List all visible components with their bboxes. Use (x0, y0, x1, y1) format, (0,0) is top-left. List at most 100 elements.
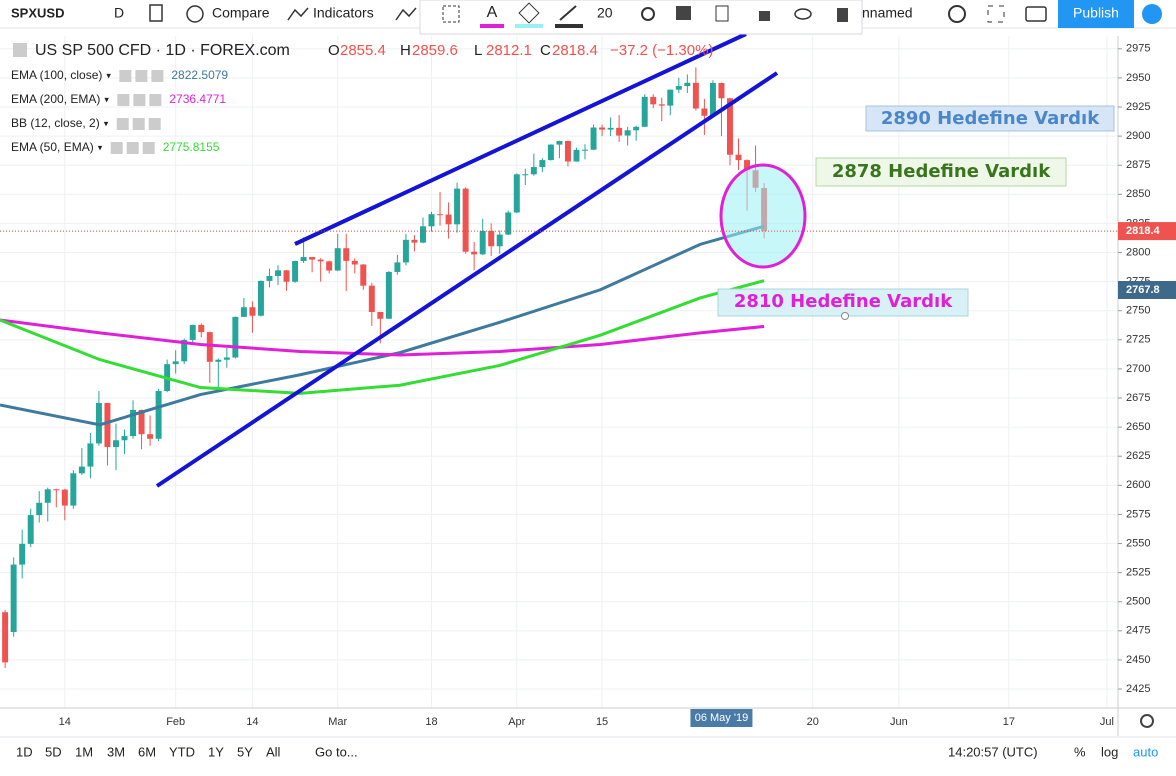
legend-entry[interactable]: EMA (50, EMA) (11, 140, 94, 154)
percent-toggle[interactable]: % (1074, 744, 1086, 759)
visual-order-icon[interactable] (676, 6, 691, 20)
candle-body (275, 270, 281, 277)
legend-caret: ▾ (104, 94, 109, 104)
legend-button[interactable] (142, 142, 155, 154)
expand-button[interactable] (1142, 4, 1162, 24)
line-color-swatch[interactable] (555, 24, 583, 28)
snapshot-button[interactable] (1025, 6, 1047, 22)
candle-body (368, 285, 375, 312)
candle-body (300, 257, 307, 262)
legend-entry[interactable]: BB (12, close, 2) (11, 116, 100, 130)
legend-button[interactable] (151, 70, 164, 82)
range-button[interactable]: 5D (45, 744, 62, 759)
legend-button[interactable] (116, 118, 129, 130)
ohlc-value: 2818.4 (552, 42, 598, 59)
legend-button[interactable] (126, 142, 139, 154)
interval[interactable]: D (114, 5, 124, 21)
range-button[interactable]: 1M (75, 744, 93, 759)
candle-body (2, 612, 9, 663)
candle-body (684, 82, 691, 87)
goto[interactable]: Go to... (315, 744, 358, 759)
candle-body (27, 515, 34, 544)
candle-body (394, 262, 401, 272)
x-tick-label: Jun (890, 716, 908, 728)
line-color-icon[interactable] (559, 5, 577, 21)
y-tick-label: 2950 (1126, 72, 1150, 84)
x-tick-label: 17 (1003, 716, 1015, 728)
fullscreen-button[interactable] (987, 5, 1005, 23)
trend-line (155, 71, 779, 488)
y-tick-label: 2900 (1126, 130, 1150, 142)
chart-type-icon[interactable] (149, 4, 163, 22)
compare[interactable]: Compare (212, 5, 270, 21)
candle-body (36, 502, 43, 516)
legend-button[interactable] (133, 94, 146, 106)
text-color-icon[interactable]: A (487, 4, 498, 21)
range-button[interactable]: 3M (107, 744, 125, 759)
ohlc-key: L (474, 42, 482, 59)
visibility-icon[interactable] (794, 8, 812, 20)
indicators[interactable]: Indicators (313, 5, 374, 21)
layout-name[interactable]: nnamed (862, 5, 913, 21)
compare-icon[interactable] (186, 5, 204, 23)
candle-body (419, 226, 426, 243)
candle-body (198, 325, 205, 333)
legend-entry[interactable]: EMA (200, EMA) (11, 92, 100, 106)
candle-body (232, 316, 239, 358)
candle-body (641, 96, 648, 127)
annotation: 2810 Hedefine Vardık (734, 291, 953, 312)
log-toggle[interactable]: log (1101, 744, 1118, 759)
candle-body (582, 149, 588, 151)
legend-caret: ▾ (104, 118, 109, 128)
legend-button[interactable] (119, 70, 132, 82)
indicator-line (0, 224, 765, 427)
range-button[interactable]: 6M (138, 744, 156, 759)
candle-body (667, 89, 674, 106)
legend-entry[interactable]: EMA (100, close) (11, 68, 102, 82)
highlight-ellipse (719, 163, 807, 269)
legend-button[interactable] (148, 118, 161, 130)
candle-body (513, 174, 520, 213)
axes: 2425 2450 2475 2500 2525 2550 2575 2600 2625 2650… (59, 43, 1176, 728)
candle-body (718, 83, 725, 99)
text-color-swatch[interactable] (480, 24, 504, 28)
legend-button[interactable] (117, 94, 130, 106)
lock-icon[interactable] (759, 11, 770, 21)
fill-icon[interactable] (518, 2, 540, 24)
clone-icon[interactable] (715, 5, 729, 22)
range-button[interactable]: All (266, 744, 281, 759)
font-size[interactable]: 20 (597, 5, 613, 21)
range-button[interactable]: 1Y (208, 744, 224, 759)
annotation-box (815, 157, 1067, 187)
candle-body (130, 409, 137, 437)
legend-button[interactable] (135, 70, 148, 82)
clock: 14:20:57 (UTC) (948, 744, 1038, 759)
candle-body (650, 96, 657, 105)
axis-settings[interactable] (1140, 714, 1154, 728)
settings-icon[interactable] (641, 7, 655, 21)
templates-icon[interactable] (395, 7, 417, 21)
range-button[interactable]: YTD (169, 744, 195, 759)
range-button[interactable]: 5Y (237, 744, 253, 759)
fill-swatch[interactable] (515, 24, 543, 28)
delete-icon[interactable] (837, 8, 848, 22)
legend-button[interactable] (149, 94, 162, 106)
candle-body (505, 212, 512, 235)
plot-area (0, 67, 768, 669)
symbol[interactable]: SPXUSD (11, 5, 64, 20)
range-buttons: 1D 5D 1M 3M 6M YTD 1Y 5Y All (16, 744, 281, 759)
auto-toggle[interactable]: auto (1133, 744, 1158, 759)
candle-body (428, 214, 435, 227)
publish-label[interactable]: Publish (1073, 5, 1119, 21)
change: −37.2 (−1.30%) (610, 42, 713, 59)
legend-button[interactable] (132, 118, 145, 130)
indicators-icon[interactable] (287, 7, 309, 21)
candle-body (223, 357, 230, 360)
publish-button[interactable] (1058, 0, 1134, 28)
candle-body (215, 359, 222, 362)
range-button[interactable]: 1D (16, 744, 33, 759)
line-tool[interactable] (442, 5, 460, 23)
legend-button[interactable] (110, 142, 123, 154)
settings-button[interactable] (948, 5, 966, 23)
candle-body (326, 261, 333, 271)
